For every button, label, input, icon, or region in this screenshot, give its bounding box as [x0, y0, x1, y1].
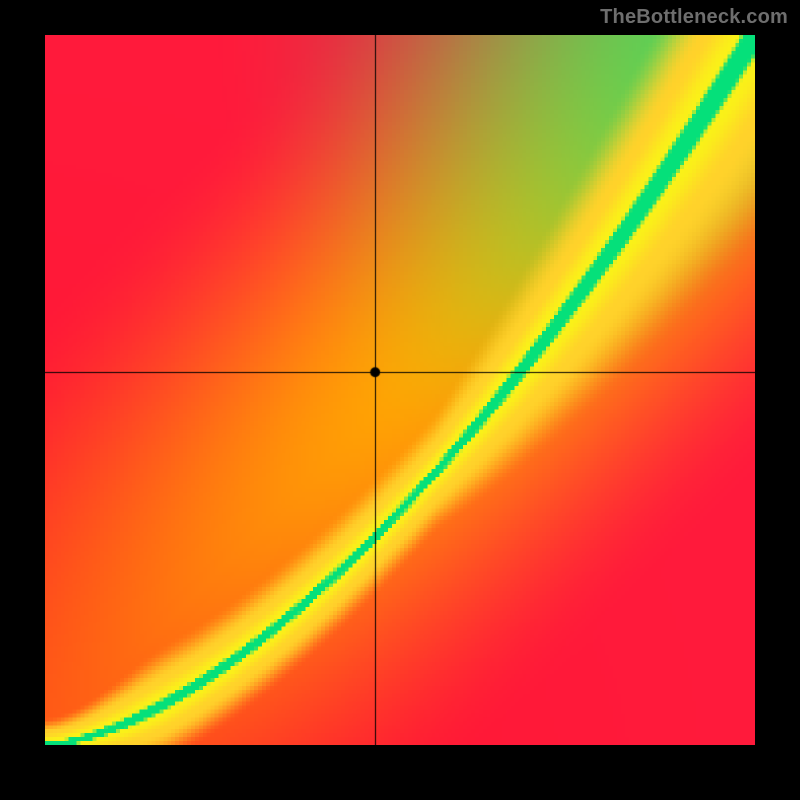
bottleneck-heatmap [45, 35, 755, 745]
watermark-text: TheBottleneck.com [600, 6, 788, 29]
chart-container: TheBottleneck.com [0, 0, 800, 800]
